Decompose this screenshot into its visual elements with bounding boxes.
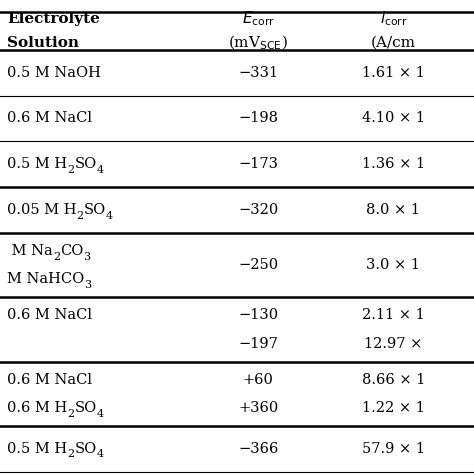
Text: M NaHCO: M NaHCO [7,272,84,286]
Text: Solution: Solution [7,36,79,50]
Text: 0.5 M NaOH: 0.5 M NaOH [7,66,101,80]
Text: SO: SO [74,157,97,171]
Text: (mV$_{\rm{SCE}}$): (mV$_{\rm{SCE}}$) [228,34,288,52]
Text: 0.05 M H: 0.05 M H [7,203,77,217]
Text: 2: 2 [67,165,74,175]
Text: 1.61 × 1: 1.61 × 1 [362,66,425,80]
Text: 0.6 M H: 0.6 M H [7,401,67,415]
Text: 2.11 × 1: 2.11 × 1 [362,308,425,322]
Text: $\it{E}_{\rm{corr}}$: $\it{E}_{\rm{corr}}$ [242,9,275,28]
Text: 2: 2 [67,449,74,459]
Text: −197: −197 [238,337,278,351]
Text: CO: CO [60,244,83,258]
Text: M Na: M Na [7,244,53,258]
Text: 57.9 × 1: 57.9 × 1 [362,442,425,456]
Text: SO: SO [74,442,97,456]
Text: 0.6 M NaCl: 0.6 M NaCl [7,111,92,126]
Text: 0.6 M NaCl: 0.6 M NaCl [7,308,92,322]
Text: 4.10 × 1: 4.10 × 1 [362,111,425,126]
Text: 8.0 × 1: 8.0 × 1 [366,203,420,217]
Text: 3: 3 [84,280,91,290]
Text: 2: 2 [67,409,74,419]
Text: $\it{i}_{\rm{corr}}$: $\it{i}_{\rm{corr}}$ [380,9,407,28]
Text: 1.22 × 1: 1.22 × 1 [362,401,425,415]
Text: 2: 2 [77,211,84,221]
Text: −173: −173 [238,157,278,171]
Text: 4: 4 [97,449,104,459]
Text: 3.0 × 1: 3.0 × 1 [366,258,420,272]
Text: SO: SO [84,203,106,217]
Text: (A/cm: (A/cm [371,36,416,50]
Text: 4: 4 [106,211,113,221]
Text: +60: +60 [243,373,274,387]
Text: +360: +360 [238,401,278,415]
Text: −198: −198 [238,111,278,126]
Text: 4: 4 [97,409,104,419]
Text: 8.66 × 1: 8.66 × 1 [362,373,425,387]
Text: 0.5 M H: 0.5 M H [7,442,67,456]
Text: 2: 2 [53,252,60,262]
Text: −250: −250 [238,258,278,272]
Text: Electrolyte: Electrolyte [7,12,100,26]
Text: −331: −331 [238,66,278,80]
Text: −366: −366 [238,442,279,456]
Text: −130: −130 [238,308,278,322]
Text: 12.97 ×: 12.97 × [364,337,423,351]
Text: 1.36 × 1: 1.36 × 1 [362,157,425,171]
Text: 0.6 M NaCl: 0.6 M NaCl [7,373,92,387]
Text: SO: SO [74,401,97,415]
Text: 0.5 M H: 0.5 M H [7,157,67,171]
Text: 3: 3 [83,252,91,262]
Text: −320: −320 [238,203,278,217]
Text: 4: 4 [97,165,104,175]
